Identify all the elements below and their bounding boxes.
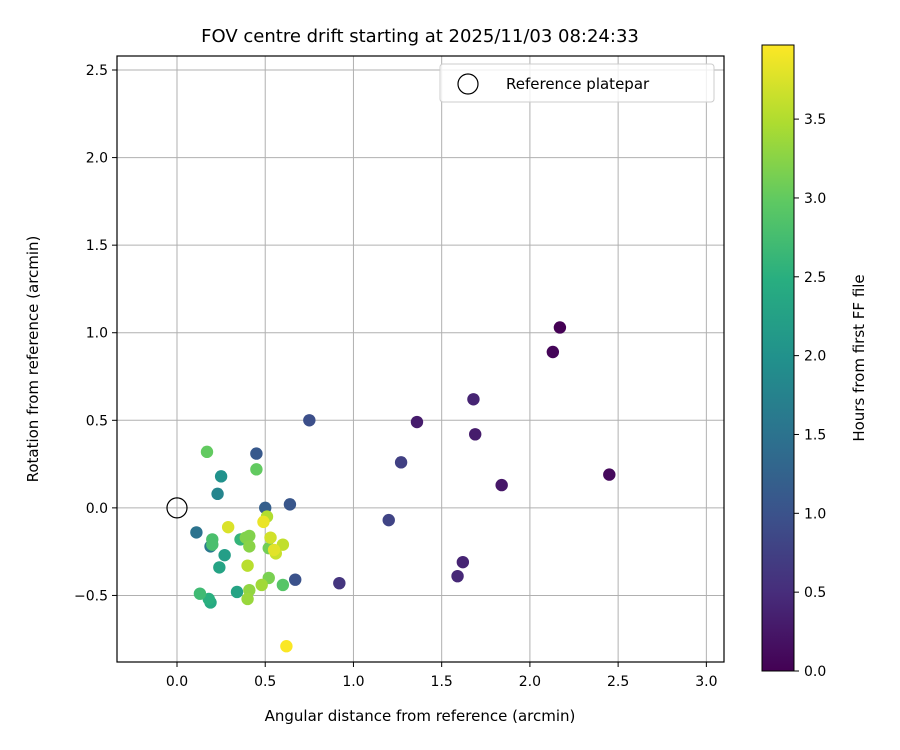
chart-title: FOV centre drift starting at 2025/11/03 … (201, 26, 639, 47)
colorbar-tick-label: 3.0 (804, 191, 826, 207)
y-tick-label: 2.0 (86, 151, 108, 167)
data-point (211, 487, 224, 501)
data-point (546, 345, 560, 359)
reference-marker-layer (166, 497, 188, 519)
data-point (214, 470, 228, 483)
x-tick-label: 1.0 (342, 674, 364, 690)
x-tick-label: 0.0 (166, 674, 188, 690)
data-point (283, 498, 297, 511)
data-point (276, 578, 290, 592)
data-point (280, 640, 293, 653)
data-point (241, 559, 254, 572)
x-tick-label: 0.5 (254, 674, 276, 690)
data-point (200, 445, 214, 459)
x-tick-label: 2.0 (519, 674, 541, 690)
data-point (190, 526, 203, 539)
data-point (267, 543, 281, 557)
colorbar-tick-label: 0.5 (804, 585, 826, 601)
x-tick-label: 3.0 (695, 674, 717, 690)
legend-label: Reference platepar (506, 75, 650, 93)
data-point (230, 585, 244, 599)
colorbar-tick-label: 3.5 (804, 112, 826, 128)
data-point (603, 468, 616, 481)
y-tick-label: 2.5 (86, 63, 108, 79)
data-point (241, 592, 254, 606)
y-tick-label: 0.5 (86, 413, 108, 429)
data-point (410, 415, 424, 429)
data-point (206, 538, 219, 551)
data-point (495, 478, 508, 492)
grid (117, 56, 724, 662)
legend: Reference platepar (439, 63, 715, 103)
colorbar-gradient (761, 44, 795, 672)
data-point (193, 587, 207, 600)
y-tick-label: 0.0 (86, 501, 108, 517)
data-points (190, 321, 616, 653)
x-axis-ticks: 0.0 0.5 1.0 1.5 2.0 2.5 3.0 (166, 662, 717, 690)
data-point (257, 515, 270, 529)
y-tick-label: 1.0 (86, 326, 108, 342)
reference-marker (166, 497, 188, 519)
colorbar-tick-label: 2.0 (804, 349, 826, 365)
data-point (243, 540, 256, 553)
data-point (264, 531, 277, 544)
colorbar-tick-label: 1.0 (804, 506, 826, 522)
data-point (303, 414, 316, 427)
colorbar-tick-label: 2.5 (804, 270, 826, 286)
data-point (250, 447, 263, 460)
data-point (289, 573, 302, 586)
data-point (213, 561, 226, 574)
data-point (218, 548, 231, 562)
x-tick-label: 2.5 (607, 674, 629, 690)
y-axis-ticks: −0.5 0.0 0.5 1.0 1.5 2.0 2.5 (74, 63, 117, 604)
data-point (250, 463, 263, 476)
data-point (382, 513, 395, 527)
y-axis-title: Rotation from reference (arcmin) (24, 236, 42, 483)
data-point (394, 456, 408, 469)
data-point (221, 520, 235, 534)
colorbar-ticks: 0.0 0.5 1.0 1.5 2.0 2.5 3.0 3.5 (794, 112, 826, 680)
legend-marker-icon (457, 73, 479, 95)
data-point (451, 569, 464, 583)
data-point (467, 393, 480, 406)
data-point (553, 321, 567, 334)
colorbar-title: Hours from first FF file (850, 274, 868, 441)
colorbar-tick-label: 1.5 (804, 427, 826, 443)
data-point (333, 576, 346, 590)
y-tick-label: −0.5 (74, 588, 108, 604)
data-point (469, 428, 482, 441)
y-tick-label: 1.5 (86, 238, 108, 254)
x-axis-title: Angular distance from reference (arcmin) (265, 707, 576, 725)
x-tick-label: 1.5 (431, 674, 453, 690)
colorbar: 0.0 0.5 1.0 1.5 2.0 2.5 3.0 3.5 Hours from firs… (761, 44, 868, 680)
data-point (456, 555, 470, 569)
plot-frame (116, 55, 725, 663)
colorbar-tick-label: 0.0 (804, 664, 826, 680)
legend-box (439, 63, 715, 103)
data-point (255, 578, 268, 592)
